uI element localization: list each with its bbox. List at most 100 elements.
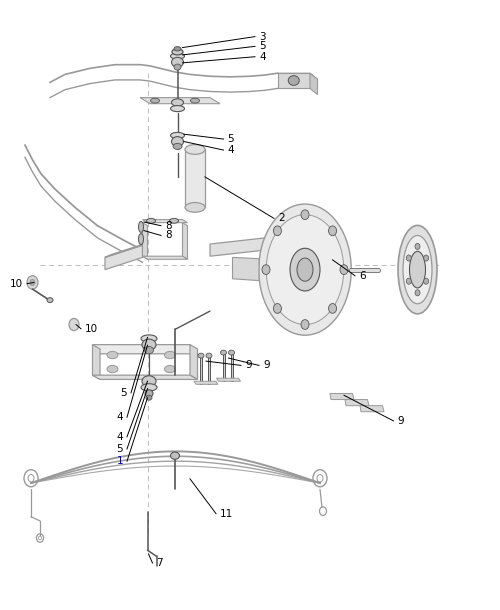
Polygon shape [208,357,210,384]
Ellipse shape [145,390,153,397]
Polygon shape [310,73,318,95]
Text: 9: 9 [263,361,270,370]
Ellipse shape [107,351,118,359]
Text: 10: 10 [85,324,98,334]
Text: 4: 4 [228,145,234,155]
Ellipse shape [266,215,344,325]
Polygon shape [216,378,240,381]
Ellipse shape [297,258,313,281]
Ellipse shape [185,203,205,212]
Polygon shape [105,245,142,270]
Polygon shape [190,345,198,379]
Ellipse shape [198,353,204,358]
Polygon shape [92,345,198,354]
Ellipse shape [170,218,178,223]
Ellipse shape [410,251,426,288]
Polygon shape [105,243,148,257]
Ellipse shape [259,204,351,335]
Polygon shape [278,73,318,79]
Polygon shape [194,381,218,384]
Ellipse shape [27,276,38,289]
Ellipse shape [138,234,143,245]
Text: 5: 5 [259,41,266,51]
Ellipse shape [185,145,205,154]
Text: 5: 5 [228,134,234,144]
Polygon shape [278,73,310,88]
Ellipse shape [107,365,118,373]
Ellipse shape [172,49,183,55]
Ellipse shape [142,376,156,387]
Ellipse shape [170,53,184,59]
Text: 4: 4 [116,412,123,422]
Polygon shape [140,98,220,104]
Ellipse shape [228,350,234,355]
Polygon shape [92,375,198,379]
Ellipse shape [69,318,79,331]
Ellipse shape [274,304,281,314]
Text: 3: 3 [259,32,266,41]
Text: 4: 4 [259,52,266,62]
Text: 9: 9 [398,416,404,426]
Ellipse shape [170,106,184,112]
Ellipse shape [190,98,200,103]
Ellipse shape [146,395,152,400]
Polygon shape [232,257,259,281]
Text: 8: 8 [165,221,172,231]
Polygon shape [182,223,188,259]
Ellipse shape [424,255,428,261]
Polygon shape [345,400,369,406]
Text: 4: 4 [116,432,123,442]
Text: 11: 11 [220,509,233,518]
Ellipse shape [172,99,183,106]
Ellipse shape [164,351,175,359]
Ellipse shape [174,64,181,70]
Text: 2: 2 [278,214,284,223]
Ellipse shape [274,226,281,235]
Ellipse shape [150,98,160,103]
Text: 1: 1 [116,456,123,466]
Ellipse shape [301,320,309,329]
Ellipse shape [206,353,212,358]
Ellipse shape [288,76,299,85]
Ellipse shape [141,384,157,391]
Polygon shape [222,354,224,381]
Ellipse shape [172,57,183,67]
Polygon shape [92,345,100,379]
Ellipse shape [290,248,320,291]
Polygon shape [142,223,148,259]
Bar [185,149,205,207]
Ellipse shape [174,46,181,51]
Ellipse shape [406,278,412,284]
Polygon shape [142,220,188,223]
Ellipse shape [170,132,184,138]
Ellipse shape [146,218,156,223]
Ellipse shape [328,226,336,235]
Ellipse shape [164,365,175,373]
Ellipse shape [30,279,35,285]
Ellipse shape [47,298,53,303]
Polygon shape [210,238,265,256]
Text: 6: 6 [359,271,366,281]
Text: 7: 7 [156,558,163,568]
Polygon shape [330,393,354,400]
Ellipse shape [173,143,182,149]
Ellipse shape [415,290,420,296]
Ellipse shape [138,221,143,232]
Ellipse shape [142,339,156,350]
Ellipse shape [301,210,309,220]
Ellipse shape [328,304,336,314]
Ellipse shape [220,350,226,355]
Ellipse shape [172,137,183,146]
Ellipse shape [141,335,157,342]
Polygon shape [142,256,188,259]
Text: 9: 9 [245,361,252,370]
Ellipse shape [340,265,348,274]
Text: 5: 5 [116,444,123,454]
Text: 10: 10 [10,279,23,289]
Ellipse shape [403,235,432,304]
Ellipse shape [415,243,420,249]
Ellipse shape [424,278,428,284]
Text: 8: 8 [165,231,172,240]
Ellipse shape [170,452,179,459]
Ellipse shape [406,255,412,261]
